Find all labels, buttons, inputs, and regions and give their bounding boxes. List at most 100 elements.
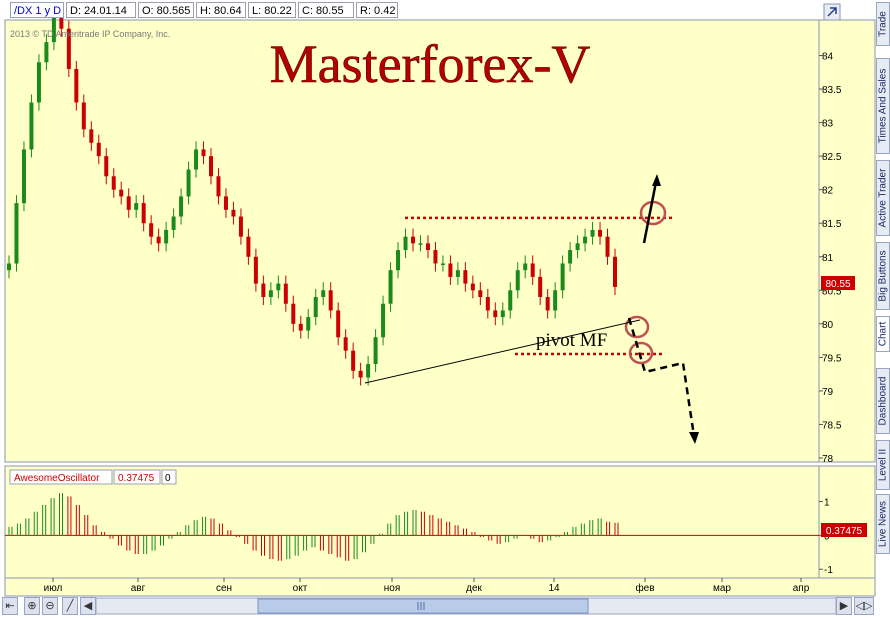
price-tick-label: 83 xyxy=(822,119,834,130)
range-field: R: 0.42 xyxy=(356,2,398,18)
trend-line xyxy=(364,319,641,384)
candle-body xyxy=(51,15,56,43)
time-tick-label: фев xyxy=(635,582,654,594)
candle-body xyxy=(358,370,363,378)
candle-body xyxy=(44,42,49,63)
osc-badge: 0.37475 xyxy=(826,526,863,537)
candle-body xyxy=(209,156,213,177)
candle-body xyxy=(119,189,124,197)
tab-chart-label: Chart xyxy=(877,321,889,347)
candle-body xyxy=(276,283,281,291)
candle-body xyxy=(411,236,415,244)
time-tick-label: авг xyxy=(131,583,146,594)
candle-body xyxy=(81,102,86,130)
price-tick-label: 79.5 xyxy=(822,353,842,364)
candle-body xyxy=(575,243,580,251)
scroll-left-icon[interactable]: ◀ xyxy=(80,597,96,615)
candle-body xyxy=(500,310,505,318)
draw-line-icon[interactable]: ╱ xyxy=(62,597,78,615)
candle-body xyxy=(553,290,558,311)
candle-body xyxy=(66,28,71,69)
candle-body xyxy=(403,236,408,251)
candle-body xyxy=(598,229,603,237)
time-tick-label: июл xyxy=(44,583,63,594)
tab-trade[interactable]: Trade xyxy=(876,2,890,46)
price-tick-label: 81.5 xyxy=(822,219,842,230)
candle-body xyxy=(238,216,243,237)
time-tick-label: дек xyxy=(466,583,482,594)
osc-value: 0.37475 xyxy=(118,473,155,484)
candle-body xyxy=(478,290,483,298)
candle-body xyxy=(336,310,341,338)
tab-big-buttons[interactable]: Big Buttons xyxy=(876,242,890,310)
tab-big-label: Big Buttons xyxy=(877,250,889,302)
candle-body xyxy=(104,156,109,177)
candle-body xyxy=(560,263,565,291)
tab-level-ii[interactable]: Level II xyxy=(876,440,890,490)
price-axis xyxy=(818,19,876,463)
candle-body xyxy=(313,297,318,318)
candle-body xyxy=(59,15,64,29)
candle-body xyxy=(179,196,184,217)
tab-dashboard[interactable]: Dashboard xyxy=(876,368,890,434)
level-lines xyxy=(405,216,672,356)
osc-value-box xyxy=(113,469,161,485)
price-tick-label: 80.5 xyxy=(822,286,842,297)
arrow-left-icon[interactable]: ⇤ xyxy=(2,597,18,615)
scrollbar-thumb[interactable] xyxy=(257,598,589,614)
candle-body xyxy=(545,297,550,311)
candle-body xyxy=(343,337,348,351)
tab-trade-label: Trade xyxy=(877,11,889,37)
close-field: C: 80.55 xyxy=(298,2,354,18)
candle-body xyxy=(89,129,94,143)
candle-body xyxy=(418,243,423,245)
time-tick-label: мар xyxy=(713,583,731,594)
tab-live-news[interactable]: Live News xyxy=(876,494,890,554)
candle-body xyxy=(530,263,535,277)
price-tick-label: 80 xyxy=(822,320,834,331)
oscillator-pane[interactable] xyxy=(4,465,820,579)
annotation-pivot-label: pivot MF xyxy=(536,330,607,351)
price-tick-label: 83.5 xyxy=(822,85,842,96)
tab-active-label: Active Trader xyxy=(877,168,889,228)
tab-active-trader[interactable]: Active Trader xyxy=(876,160,890,236)
candle-body xyxy=(194,149,199,170)
candle-body xyxy=(351,350,356,371)
zoom-in-icon[interactable]: ⊕ xyxy=(24,597,40,615)
watermark-text: Masterforex-V xyxy=(270,34,591,94)
candle-body xyxy=(186,169,191,197)
candle-body xyxy=(321,290,326,298)
pan-icon[interactable]: ◁▷ xyxy=(854,597,874,615)
price-badge-bg xyxy=(821,276,855,290)
candle-body xyxy=(156,236,161,244)
oscillator-axis xyxy=(818,465,876,579)
time-axis xyxy=(4,577,876,597)
candle-body xyxy=(126,196,131,210)
osc-param: 0 xyxy=(165,473,171,484)
osc-title-box[interactable] xyxy=(9,469,113,485)
candle-body xyxy=(268,290,273,298)
candle-body xyxy=(283,283,288,304)
candle-body xyxy=(291,303,296,324)
zoom-out-icon[interactable]: ⊖ xyxy=(42,597,58,615)
tab-chart[interactable]: Chart xyxy=(876,316,890,352)
candle-body xyxy=(440,263,445,265)
candle-body xyxy=(523,263,528,271)
candle-body xyxy=(111,176,116,190)
candle-body xyxy=(590,229,595,237)
scroll-right-icon[interactable]: ▶ xyxy=(836,597,852,615)
tab-times-and-sales[interactable]: Times And Sales xyxy=(876,58,890,154)
candle-body xyxy=(223,196,228,210)
candle-body xyxy=(298,323,303,331)
arrow-head-up xyxy=(652,174,661,186)
symbol-field[interactable]: /DX 1 y D xyxy=(10,2,64,18)
candle-body xyxy=(396,250,401,271)
price-tick-label: 84 xyxy=(822,52,834,63)
candlestick-series xyxy=(7,7,617,386)
candle-body xyxy=(568,250,573,264)
candle-body xyxy=(613,256,617,287)
candle-body xyxy=(216,176,221,197)
candle-body xyxy=(381,303,386,338)
candle-body xyxy=(29,102,34,150)
